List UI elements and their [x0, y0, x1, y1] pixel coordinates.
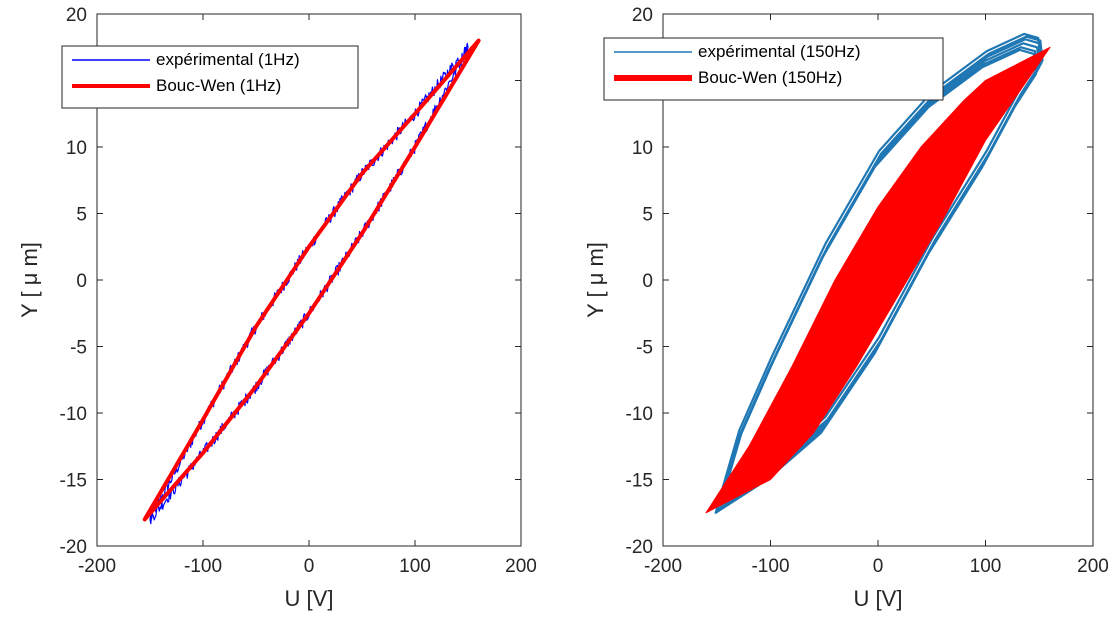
y-axis-title: Y [ μ m]	[17, 242, 42, 318]
y-tick-label: -5	[70, 338, 87, 359]
y-axis-title: Y [ μ m]	[583, 242, 608, 318]
x-tick-label: 200	[505, 556, 537, 577]
y-tick-label: 10	[632, 138, 653, 159]
x-tick-label: -200	[78, 556, 116, 577]
y-tick-label: 10	[66, 138, 87, 159]
x-tick-label: 200	[1077, 556, 1109, 577]
x-tick-label: -200	[644, 556, 682, 577]
x-tick-label: 100	[970, 556, 1002, 577]
legend-label-bouc-wen: Bouc-Wen (1Hz)	[156, 76, 281, 95]
y-tick-label: -15	[60, 471, 87, 492]
y-tick-label: -10	[60, 404, 87, 425]
y-tick-label: 0	[642, 271, 653, 292]
y-tick-label: -10	[626, 404, 653, 425]
legend-box	[61, 45, 359, 109]
experimental-cycle-6	[718, 32, 1042, 498]
x-tick-label: -100	[184, 556, 222, 577]
bouc-wen-loop	[142, 38, 481, 522]
y-tick-label: 5	[642, 205, 653, 226]
y-tick-label: 20	[632, 5, 653, 26]
legend-label-experimental: expérimental (150Hz)	[698, 42, 861, 61]
y-tick-label: 0	[76, 271, 87, 292]
x-tick-label: 0	[304, 556, 315, 577]
bouc-wen-region	[705, 46, 1051, 514]
x-tick-label: 100	[399, 556, 431, 577]
experimental-cycle-5	[714, 48, 1038, 514]
x-axis-title: U [V]	[854, 586, 903, 611]
y-tick-label: -20	[60, 537, 87, 558]
legend: expérimental (1Hz) Bouc-Wen (1Hz)	[61, 45, 359, 109]
legend: expérimental (150Hz) Bouc-Wen (150Hz)	[603, 37, 944, 101]
y-tick-label: -20	[626, 537, 653, 558]
legend-box	[603, 37, 944, 101]
y-tick-label: 20	[66, 5, 87, 26]
y-tick-label: -5	[636, 338, 653, 359]
series-layer	[705, 32, 1051, 514]
y-tick-label: 5	[76, 205, 87, 226]
x-tick-label: 0	[873, 556, 884, 577]
series-layer	[142, 38, 481, 525]
x-tick-label: -100	[751, 556, 789, 577]
x-axis-title: U [V]	[285, 586, 334, 611]
y-tick-label: -15	[626, 471, 653, 492]
legend-label-bouc-wen: Bouc-Wen (150Hz)	[698, 68, 842, 87]
legend-label-experimental: expérimental (1Hz)	[156, 50, 300, 69]
